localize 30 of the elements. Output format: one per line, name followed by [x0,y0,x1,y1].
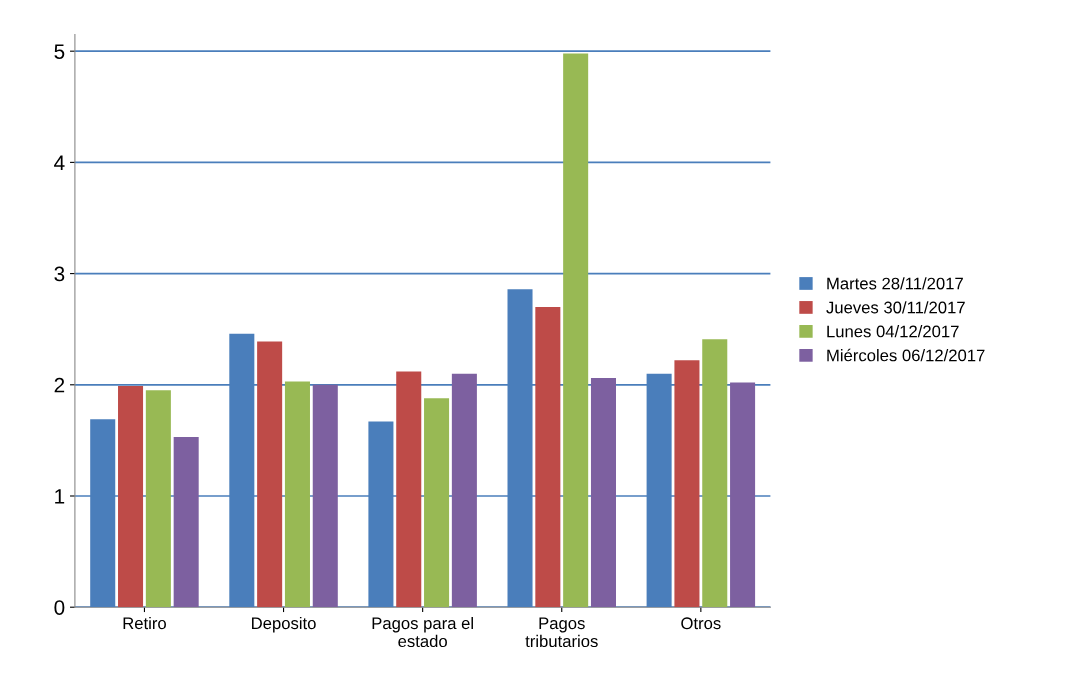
x-tick-label: Deposito [252,616,316,633]
bar [173,437,199,608]
bar [145,390,171,608]
x-tick-label: Otros [681,617,721,630]
y-tick-label: 2 [54,377,65,393]
bar [284,381,310,608]
y-tick-label: 0 [54,600,65,615]
bar [535,306,561,608]
legend-label: Jueves 30/11/2017 [826,301,965,314]
bar [563,53,589,608]
bar [702,339,728,608]
bar [118,385,144,608]
bar [451,373,477,608]
legend-label: Lunes 04/12/2017 [827,325,959,338]
y-tick-label: 3 [54,266,65,282]
bar [590,378,616,608]
x-tick-label: Pagos para el estado [372,616,473,648]
x-tick-label: Pagos tributarios [525,617,598,648]
bar [730,382,756,608]
x-tick-label: Retiro [123,616,166,630]
bar [674,360,700,608]
y-tick-label: 5 [54,44,65,59]
legend-label: Martes 28/11/2017 [827,277,963,290]
y-tick-label: 4 [54,155,65,170]
y-tick-label: 1 [55,489,65,504]
bar [396,371,422,608]
bar [424,398,450,608]
legend-label: Miércoles 06/12/2017 [827,348,985,362]
bar [312,384,338,608]
bar [257,341,283,608]
